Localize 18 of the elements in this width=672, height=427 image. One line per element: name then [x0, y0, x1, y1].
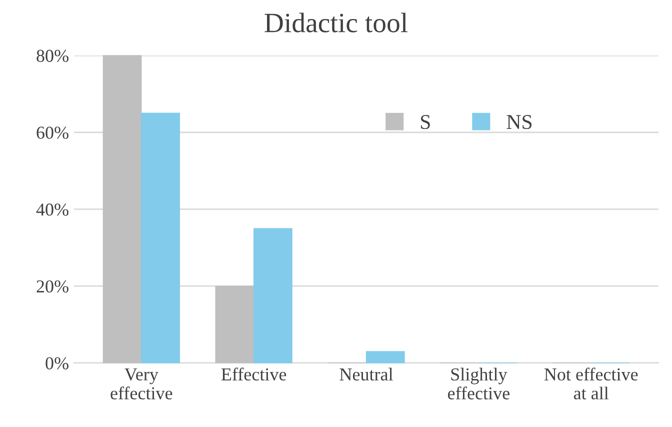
legend-label: NS	[506, 115, 532, 130]
legend-label: S	[420, 115, 430, 130]
x-tick-label: Neutral	[340, 368, 393, 381]
x-tick-label: Very effective	[110, 368, 172, 400]
y-tick-label: 20%	[36, 280, 68, 293]
x-tick-label: Not effective at all	[544, 368, 638, 400]
bar	[102, 55, 142, 364]
x-tick-label: Effective	[221, 368, 286, 381]
y-tick-label: 40%	[36, 203, 68, 216]
bar	[366, 351, 405, 364]
y-tick-label: 60%	[36, 126, 68, 139]
bar	[215, 286, 254, 364]
bar	[253, 228, 292, 364]
x-tick-label: Slightly effective	[448, 368, 510, 400]
y-tick-label: 0%	[46, 357, 68, 370]
chart-title: Didactic tool	[264, 12, 408, 32]
bar	[141, 112, 180, 364]
y-tick-label: 80%	[36, 50, 68, 62]
